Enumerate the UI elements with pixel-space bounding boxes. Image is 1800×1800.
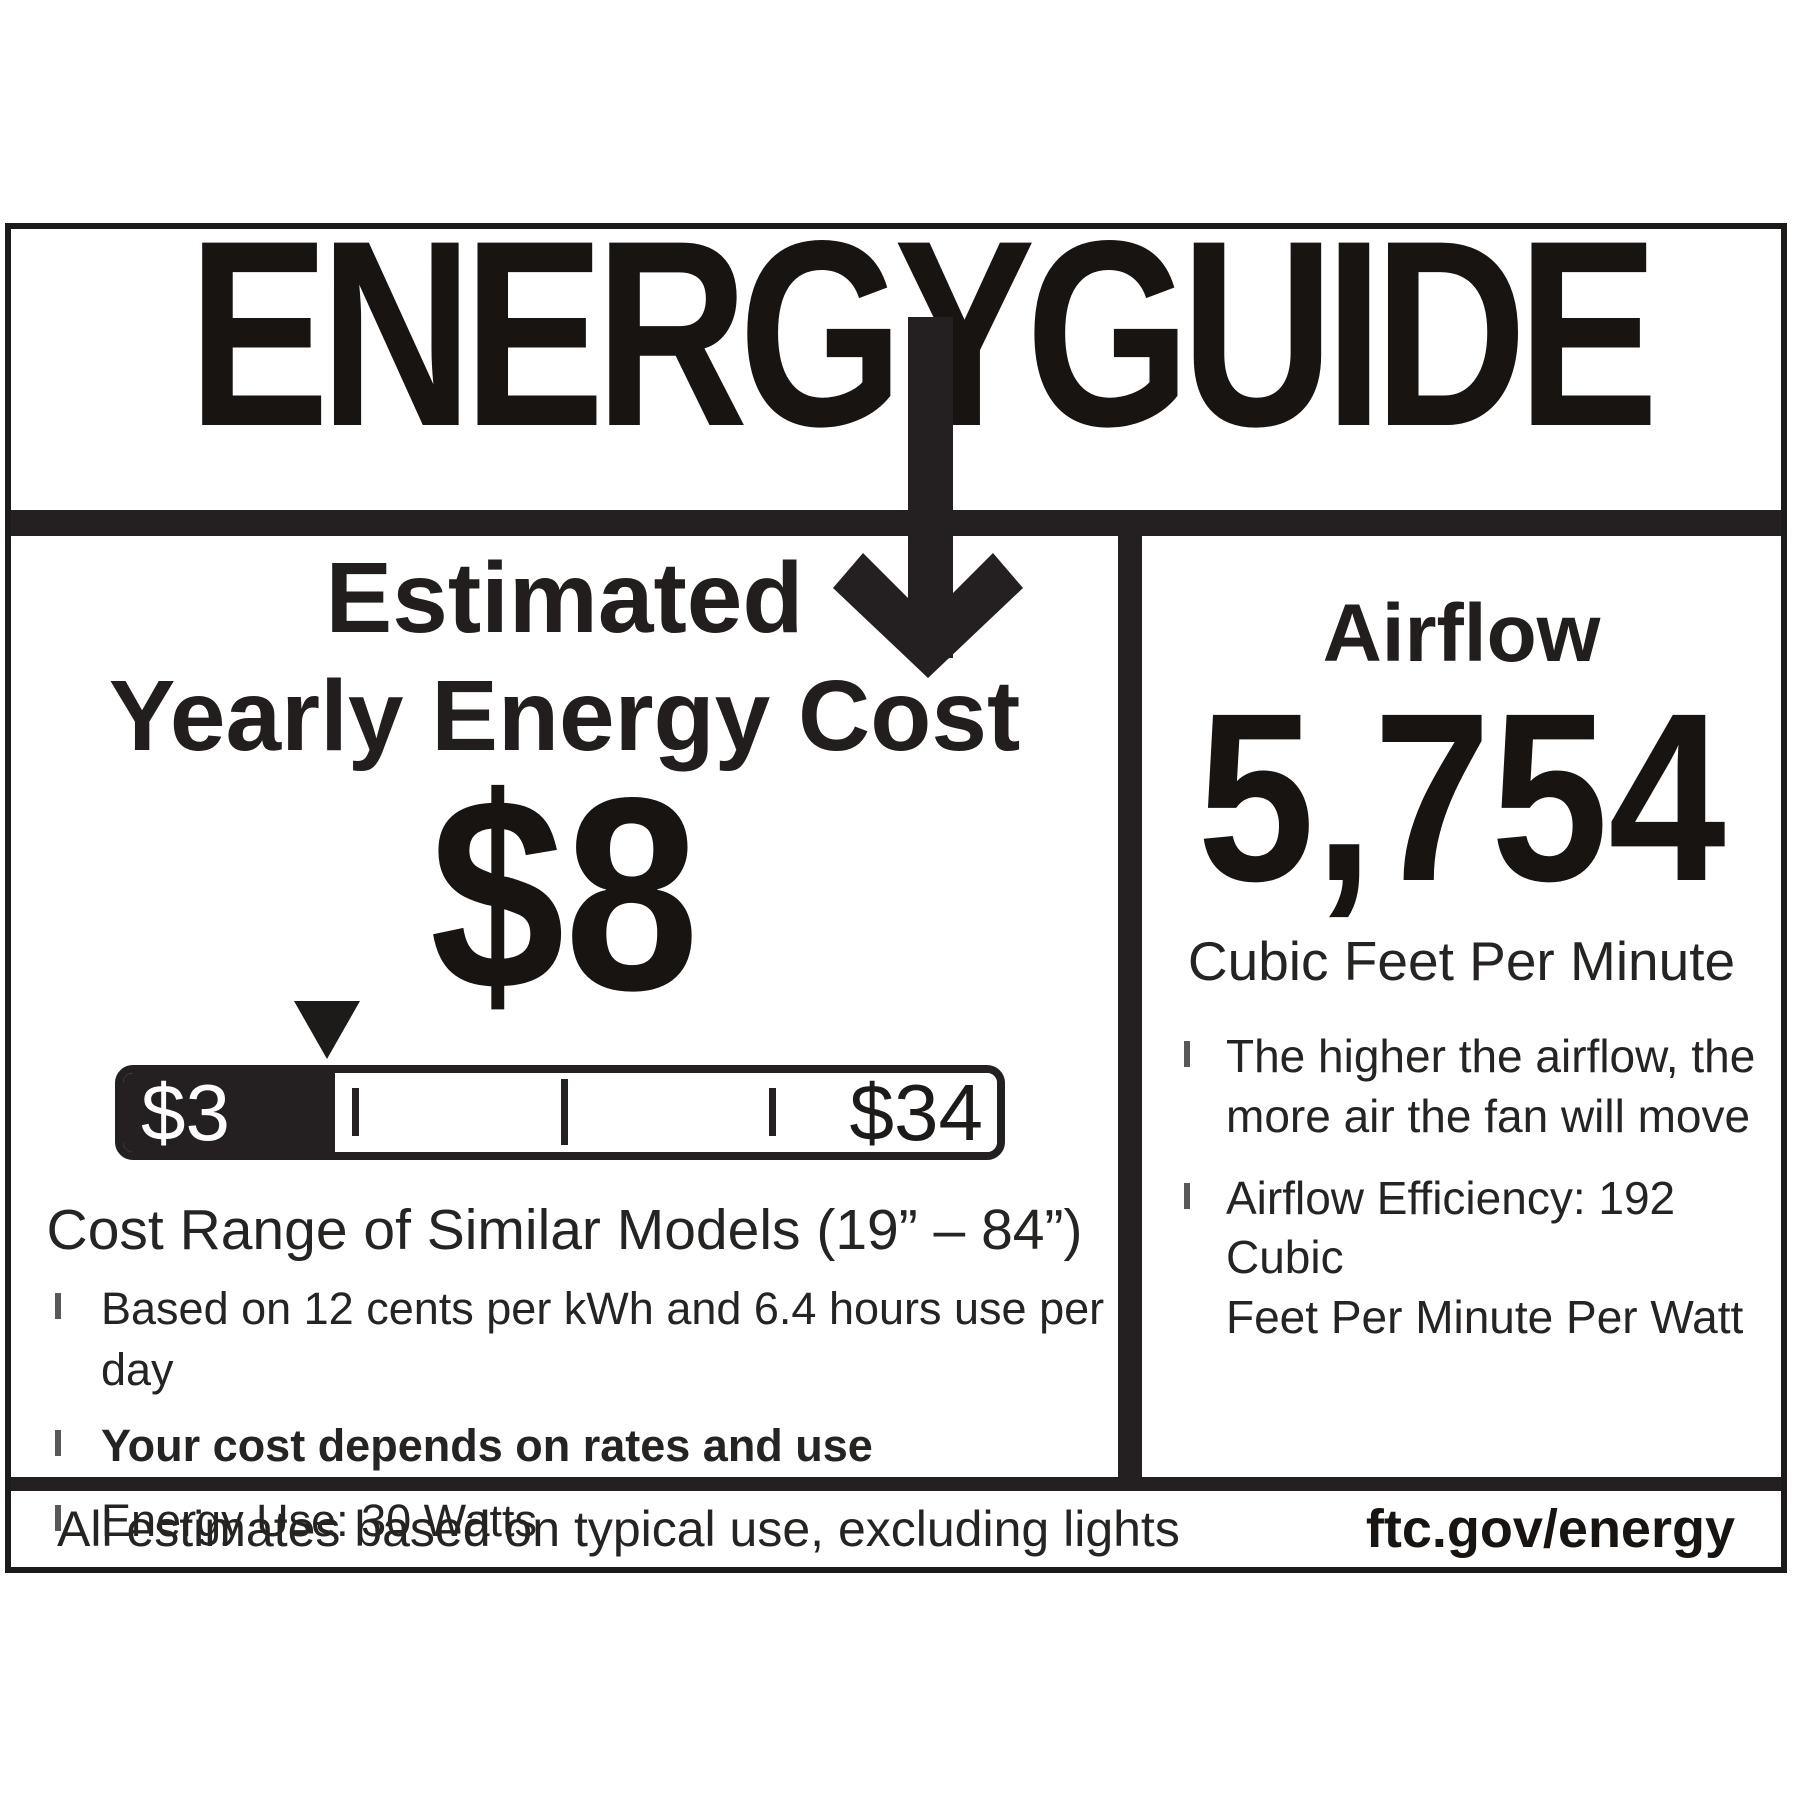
- down-arrow-icon: [833, 317, 1023, 678]
- bullet-cost-depends: Your cost depends on rates and use: [101, 1419, 873, 1471]
- list-item: Airflow Efficiency: 192 Cubic Feet Per M…: [1184, 1169, 1784, 1348]
- scale-tick-3: [769, 1088, 776, 1136]
- bullet-dash-icon: [55, 1429, 61, 1456]
- cost-range-min-label: $3: [141, 1068, 230, 1157]
- list-item: The higher the airflow, the more air the…: [1184, 1027, 1784, 1147]
- column-divider-line: [1118, 510, 1142, 1477]
- scale-tick-2: [561, 1079, 568, 1145]
- bullet-dash-icon: [55, 1293, 61, 1319]
- footer-divider-line: [11, 1477, 1781, 1491]
- title-divider-line: [11, 510, 1781, 536]
- scale-tick-1: [352, 1088, 359, 1136]
- bullet-usage-basis: Based on 12 cents per kWh and 6.4 hours …: [101, 1283, 1105, 1395]
- footer-disclaimer-text: All estimates based on typical use, excl…: [57, 1501, 1180, 1557]
- bullet-higher-airflow: The higher the airflow, the more air the…: [1226, 1030, 1756, 1142]
- estimated-yearly-energy-cost-heading: Estimated Yearly Energy Cost: [108, 542, 1021, 772]
- left-bullet-list: Based on 12 cents per kWh and 6.4 hours …: [55, 1279, 1111, 1552]
- bullet-dash-icon: [55, 1505, 61, 1532]
- cost-range-min-segment: $3: [123, 1073, 335, 1152]
- list-item: Based on 12 cents per kWh and 6.4 hours …: [55, 1279, 1111, 1401]
- yearly-cost-value: $8: [429, 741, 700, 1048]
- cost-pointer-icon: [294, 1001, 360, 1059]
- list-item: Energy Use: 30 Watts: [55, 1491, 1111, 1552]
- bullet-airflow-efficiency: Airflow Efficiency: 192 Cubic Feet Per M…: [1226, 1171, 1744, 1344]
- bullet-energy-use: Energy Use: 30 Watts: [101, 1495, 538, 1547]
- bullet-dash-icon: [1184, 1182, 1190, 1209]
- right-bullet-list: The higher the airflow, the more air the…: [1184, 1027, 1784, 1348]
- airflow-unit-caption: Cubic Feet Per Minute: [1187, 930, 1736, 992]
- list-item: Your cost depends on rates and use: [55, 1416, 1111, 1477]
- ftc-gov-energy-link-text: ftc.gov/energy: [1365, 1499, 1735, 1559]
- cost-range-bar: $3 $34: [115, 1065, 1005, 1160]
- cost-range-track: $34: [335, 1073, 997, 1152]
- airflow-value: 5,754: [1197, 663, 1726, 931]
- energy-guide-label: ENERGYGUIDE Estimated Yearly Energy Cost…: [5, 194, 1787, 1573]
- cost-range-caption: Cost Range of Similar Models (19” – 84”): [46, 1198, 1083, 1262]
- cost-range-max-label: $34: [849, 1068, 983, 1157]
- bullet-dash-icon: [1184, 1041, 1190, 1067]
- footer-band: All estimates based on typical use, excl…: [11, 1491, 1781, 1567]
- airflow-heading: Airflow: [1322, 588, 1601, 679]
